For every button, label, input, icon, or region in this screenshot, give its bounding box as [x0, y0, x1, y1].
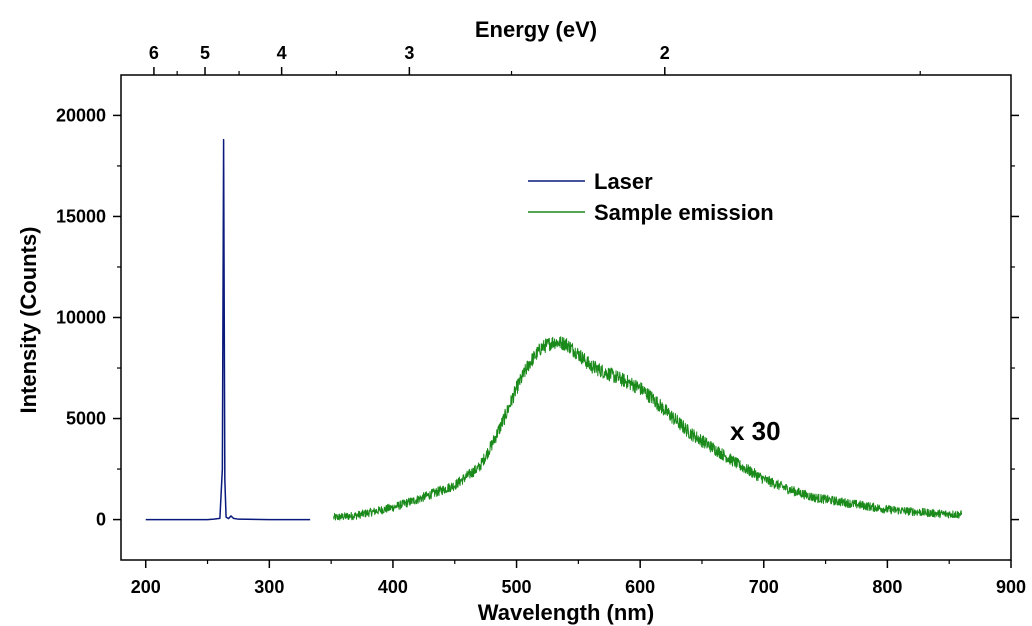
legend: Laser Sample emission: [528, 169, 774, 225]
y-tick-label: 5000: [66, 409, 106, 429]
x-tick-label: 300: [254, 577, 284, 597]
scale-factor-annotation: x 30: [730, 416, 781, 446]
x-tick-label: 700: [749, 577, 779, 597]
x-axis-title: Wavelength (nm): [478, 600, 654, 625]
legend-label-laser: Laser: [594, 169, 653, 194]
y-tick-label: 0: [96, 510, 106, 530]
series-line-sample-emission: [333, 336, 963, 521]
top-tick-label: 6: [149, 43, 159, 63]
top-tick-label: 2: [660, 43, 670, 63]
x-tick-label: 200: [131, 577, 161, 597]
x-tick-label: 800: [872, 577, 902, 597]
series-line-laser: [145, 138, 311, 521]
y-tick-label: 10000: [56, 308, 106, 328]
legend-label-sample-emission: Sample emission: [594, 200, 774, 225]
top-tick-label: 5: [200, 43, 210, 63]
x-tick-label: 500: [502, 577, 532, 597]
y-tick-label: 20000: [56, 105, 106, 125]
y-tick-label: 15000: [56, 206, 106, 226]
top-axis-title: Energy (eV): [475, 17, 597, 42]
top-tick-label: 3: [404, 43, 414, 63]
plot-frame: [120, 74, 1012, 561]
x-tick-label: 900: [996, 577, 1026, 597]
top-tick-label: 4: [277, 43, 287, 63]
x-tick-label: 400: [378, 577, 408, 597]
x-tick-label: 600: [625, 577, 655, 597]
y-axis-title: Intensity (Counts): [16, 227, 41, 414]
